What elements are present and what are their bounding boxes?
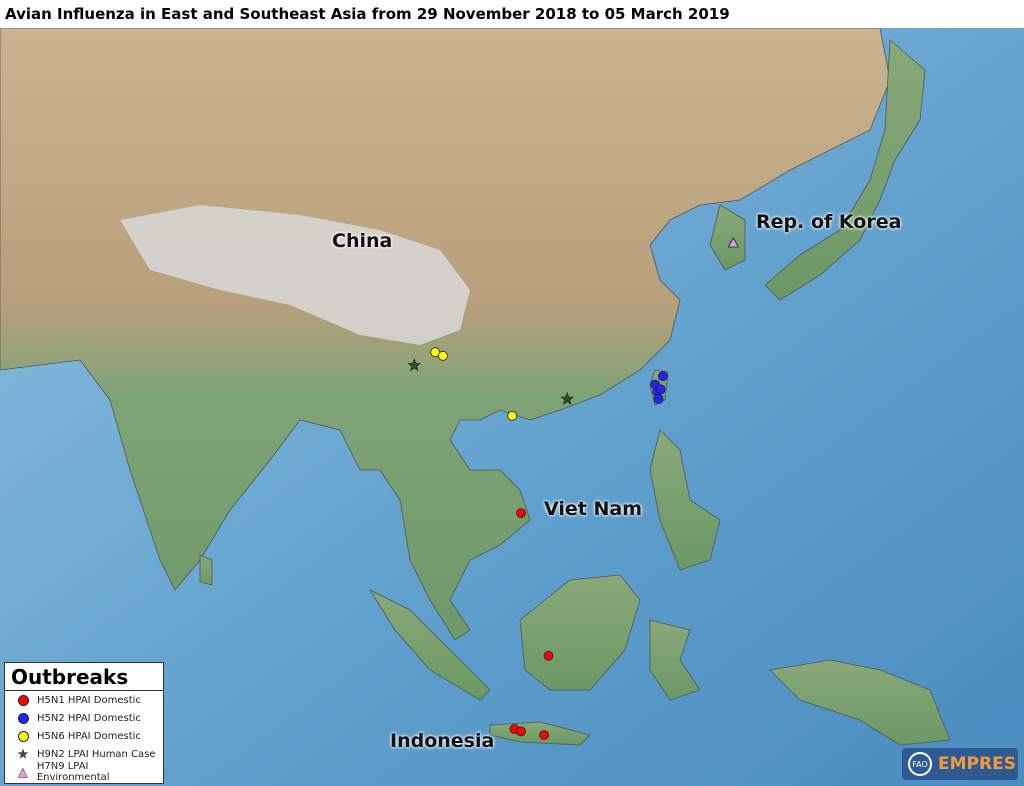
map[interactable] — [0, 28, 1024, 786]
legend-item: ▲ H7N9 LPAI Environmental — [5, 761, 163, 783]
legend-item: H5N2 HPAI Domestic — [5, 709, 163, 727]
outbreak-marker[interactable] — [727, 237, 739, 248]
legend-item-label: H5N6 HPAI Domestic — [37, 730, 141, 742]
legend-item-label: H5N2 HPAI Domestic — [37, 712, 141, 724]
label-china: China — [332, 230, 393, 252]
triangle-icon: ▲ — [18, 765, 28, 780]
legend-item-label: H9N2 LPAI Human Case — [37, 748, 156, 760]
label-vietnam: Viet Nam — [544, 498, 642, 520]
outbreak-marker[interactable] — [653, 394, 664, 404]
empres-logo: FAO EMPRES — [902, 748, 1018, 780]
outbreak-marker[interactable] — [543, 650, 554, 661]
label-korea: Rep. of Korea — [756, 211, 902, 233]
outbreak-marker[interactable] — [516, 508, 526, 518]
legend-item: ★ H9N2 LPAI Human Case — [5, 745, 163, 763]
outbreak-marker[interactable] — [539, 730, 549, 740]
star-icon: ★ — [17, 747, 29, 762]
outbreak-marker[interactable] — [655, 384, 666, 395]
legend: Outbreaks H5N1 HPAI Domestic H5N2 HPAI Do… — [4, 662, 164, 784]
outbreak-marker[interactable] — [507, 410, 518, 421]
landmass — [0, 28, 951, 746]
empres-logo-text: EMPRES — [938, 754, 1016, 774]
outbreak-marker[interactable] — [516, 726, 526, 737]
circle-icon — [15, 694, 31, 706]
map-title: Avian Influenza in East and Southeast As… — [0, 0, 1024, 28]
outbreak-marker[interactable] — [407, 358, 422, 372]
circle-icon — [15, 730, 31, 742]
legend-item-label: H5N1 HPAI Domestic — [37, 694, 141, 706]
legend-item: H5N6 HPAI Domestic — [5, 727, 163, 745]
legend-item: H5N1 HPAI Domestic — [5, 691, 163, 709]
label-indonesia: Indonesia — [390, 730, 495, 752]
outbreak-marker[interactable] — [437, 350, 448, 361]
legend-title: Outbreaks — [5, 663, 163, 691]
outbreak-marker[interactable] — [560, 391, 574, 405]
outbreak-markers — [407, 237, 739, 740]
legend-item-label: H7N9 LPAI Environmental — [36, 761, 110, 783]
circle-icon — [15, 712, 31, 724]
outbreak-marker[interactable] — [658, 371, 668, 382]
fao-logo-icon: FAO — [908, 752, 932, 776]
